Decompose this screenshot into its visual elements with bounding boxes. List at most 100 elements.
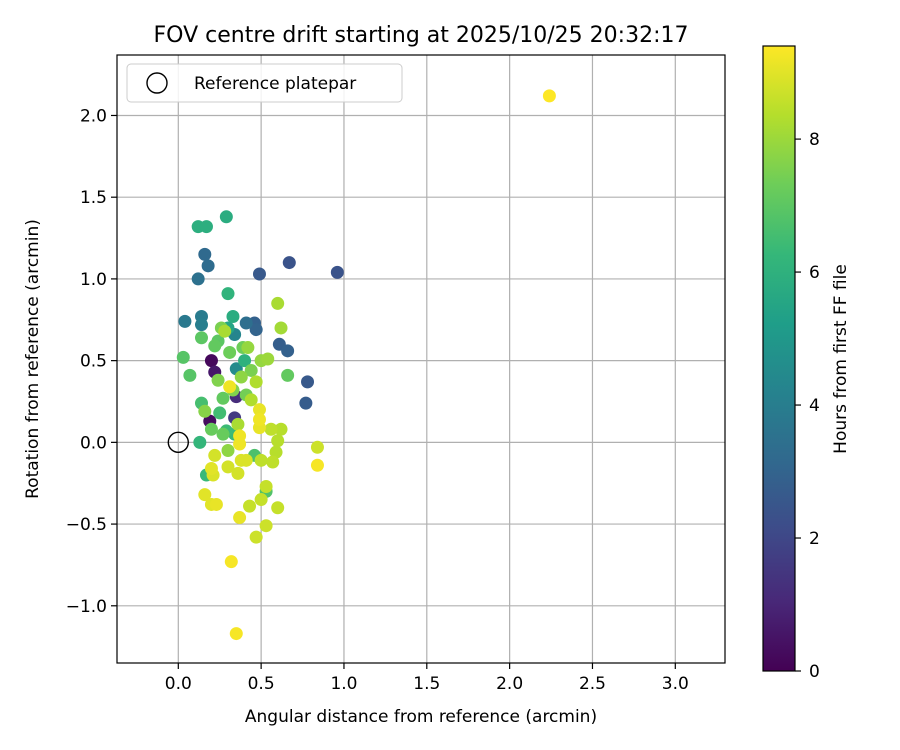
scatter-point (239, 316, 253, 330)
x-tick-label: 2.5 (579, 674, 606, 694)
x-axis-label: Angular distance from reference (arcmin) (245, 707, 597, 727)
colorbar-tick-label: 0 (809, 662, 820, 682)
legend-reference-marker (146, 72, 168, 94)
scatter-point (231, 417, 245, 431)
y-tick-label: −1.0 (66, 597, 107, 617)
scatter-point (233, 437, 247, 451)
scatter-point (183, 368, 197, 382)
x-tick-label: 2.0 (496, 674, 523, 694)
x-tick-label: 3.0 (662, 674, 689, 694)
scatter-point (231, 466, 245, 480)
scatter-point (243, 499, 257, 513)
scatter-point (219, 210, 233, 224)
colorbar-tick-label: 8 (809, 130, 820, 150)
scatter-point (216, 427, 230, 441)
reference-platepar-marker (167, 431, 189, 454)
scatter-point (204, 354, 218, 368)
scatter-point (238, 354, 252, 368)
colorbar-tick-label: 4 (809, 396, 820, 416)
chart-title: FOV centre drift starting at 2025/10/25 … (154, 23, 689, 48)
colorbar-label: Hours from first FF file (831, 264, 851, 454)
scatter-point (208, 339, 222, 353)
scatter-point (244, 393, 258, 407)
scatter-point (198, 404, 212, 418)
legend-label: Reference platepar (194, 74, 356, 94)
scatter-point (301, 375, 315, 389)
scatter-point (259, 479, 273, 493)
scatter-point (193, 435, 207, 449)
plot-frame (116, 54, 726, 664)
scatter-point (223, 345, 237, 359)
scatter-point (176, 350, 190, 364)
scatter-point (218, 324, 232, 338)
legend-box (126, 63, 403, 103)
scatter-point (194, 318, 208, 332)
scatter-point (274, 321, 288, 335)
scatter-point (204, 462, 218, 476)
scatter-point (213, 406, 227, 420)
reference-marker-layer (167, 431, 189, 454)
scatter-point (198, 488, 212, 502)
scatter-point (261, 352, 275, 366)
y-tick-label: 1.5 (80, 188, 107, 208)
colorbar: 0 2 4 6 8 (762, 45, 820, 682)
colorbar-gradient (763, 46, 795, 671)
scatter-point (271, 501, 285, 515)
scatter-point (266, 455, 280, 469)
scatter-point (198, 247, 212, 261)
scatter-point (221, 287, 235, 301)
scatter-point (221, 460, 235, 474)
colorbar-frame (762, 45, 796, 672)
y-tick-label: 2.0 (80, 106, 107, 126)
scatter-point (264, 422, 278, 436)
x-tick-label: 1.0 (330, 674, 357, 694)
scatter-point (252, 412, 266, 426)
x-tick-label: 0.5 (248, 674, 275, 694)
legend: Reference platepar (126, 63, 403, 103)
scatter-point (281, 368, 295, 382)
y-tick-label: −0.5 (66, 515, 107, 535)
y-tick-label: 1.0 (80, 270, 107, 290)
scatter-point (281, 344, 295, 358)
scatter-point (191, 272, 205, 286)
x-tick-label: 0.0 (165, 674, 192, 694)
scatter-point (542, 89, 556, 103)
scatter-point (254, 493, 268, 507)
scatter-point (330, 265, 344, 279)
scatter-point (223, 380, 237, 394)
scatter-point (201, 259, 215, 273)
scatter-point (226, 310, 240, 324)
y-axis-ticks: −1.0 −0.5 0.0 0.5 1.0 1.5 2.0 (66, 106, 117, 617)
scatter-point (194, 331, 208, 345)
scatter-point (274, 422, 288, 436)
scatter-point (221, 444, 235, 458)
scatter-point (233, 511, 247, 525)
scatter-point (178, 314, 192, 328)
colorbar-tick-label: 2 (809, 529, 820, 549)
x-tick-label: 1.5 (413, 674, 440, 694)
scatter-point (299, 396, 313, 410)
scatter-point (252, 267, 266, 281)
scatter-point (259, 519, 273, 533)
scatter-point (234, 370, 248, 384)
scatter-point (211, 373, 225, 387)
scatter-point (199, 220, 213, 234)
scatter-point (254, 453, 268, 467)
scatter-point (249, 375, 263, 389)
colorbar-tick-label: 6 (809, 263, 820, 283)
scatter-point (234, 453, 248, 467)
y-tick-label: 0.5 (80, 352, 107, 372)
scatter-point (244, 363, 258, 377)
scatter-point (216, 391, 230, 405)
scatter-point (282, 256, 296, 270)
scatter-point (209, 497, 223, 511)
scatter-point (241, 341, 255, 355)
scatter-point (310, 440, 324, 454)
scatter-point (269, 445, 283, 459)
scatter-point (249, 530, 263, 544)
scatter-point (249, 323, 263, 337)
scatter-point (208, 448, 222, 462)
scatter-point (310, 458, 324, 472)
